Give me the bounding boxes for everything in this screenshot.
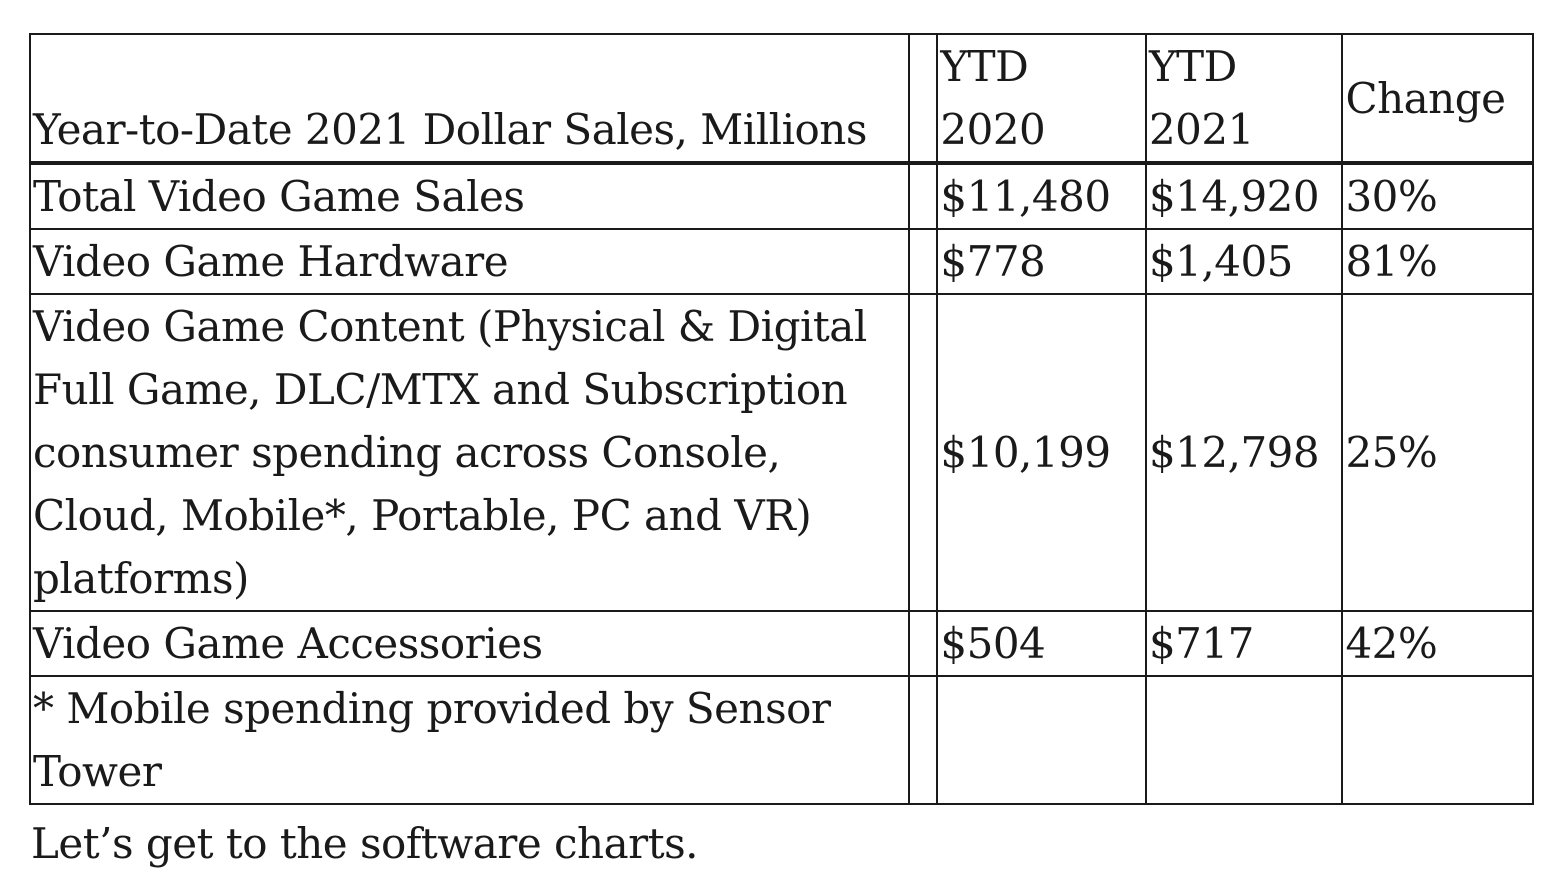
header-ytd-2021: YTD 2021	[1144, 33, 1344, 165]
row-ytd-2021: $717	[1144, 610, 1344, 677]
table-row: Total Video Game Sales $11,480 $14,920 3…	[28, 162, 1534, 230]
footnote: * Mobile spending provided by Sensor Tow…	[28, 675, 911, 805]
row-change: 30%	[1341, 162, 1534, 230]
table-row: Video Game Hardware $778 $1,405 81%	[28, 228, 1534, 295]
row-ytd-2021: $14,920	[1144, 162, 1344, 230]
row-spacer	[908, 228, 939, 295]
row-spacer	[908, 293, 939, 612]
row-label: Video Game Content (Physical & Digital F…	[28, 293, 911, 612]
footnote-empty-2020	[936, 675, 1147, 805]
footnote-row: * Mobile spending provided by Sensor Tow…	[28, 675, 1534, 805]
header-change: Change	[1341, 33, 1534, 165]
table-row: Video Game Content (Physical & Digital F…	[28, 293, 1534, 612]
row-label: Total Video Game Sales	[28, 162, 911, 230]
header-label: Year-to-Date 2021 Dollar Sales, Millions	[28, 33, 911, 165]
row-ytd-2020: $504	[936, 610, 1147, 677]
row-ytd-2020: $11,480	[936, 162, 1147, 230]
header-spacer	[908, 33, 939, 165]
footnote-empty-change	[1341, 675, 1534, 805]
row-change: 42%	[1341, 610, 1534, 677]
row-ytd-2020: $778	[936, 228, 1147, 295]
closing-text: Let’s get to the software charts.	[31, 819, 699, 868]
row-label: Video Game Hardware	[28, 228, 911, 295]
row-ytd-2020: $10,199	[936, 293, 1147, 612]
footnote-empty-2021	[1144, 675, 1344, 805]
sales-table: Year-to-Date 2021 Dollar Sales, Millions…	[28, 33, 1534, 805]
row-ytd-2021: $1,405	[1144, 228, 1344, 295]
table-row: Video Game Accessories $504 $717 42%	[28, 610, 1534, 677]
table-header-row: Year-to-Date 2021 Dollar Sales, Millions…	[28, 33, 1534, 165]
row-change: 25%	[1341, 293, 1534, 612]
row-ytd-2021: $12,798	[1144, 293, 1344, 612]
row-spacer	[908, 610, 939, 677]
row-spacer	[908, 162, 939, 230]
row-change: 81%	[1341, 228, 1534, 295]
footnote-spacer	[908, 675, 939, 805]
header-ytd-2020: YTD 2020	[936, 33, 1147, 165]
row-label: Video Game Accessories	[28, 610, 911, 677]
